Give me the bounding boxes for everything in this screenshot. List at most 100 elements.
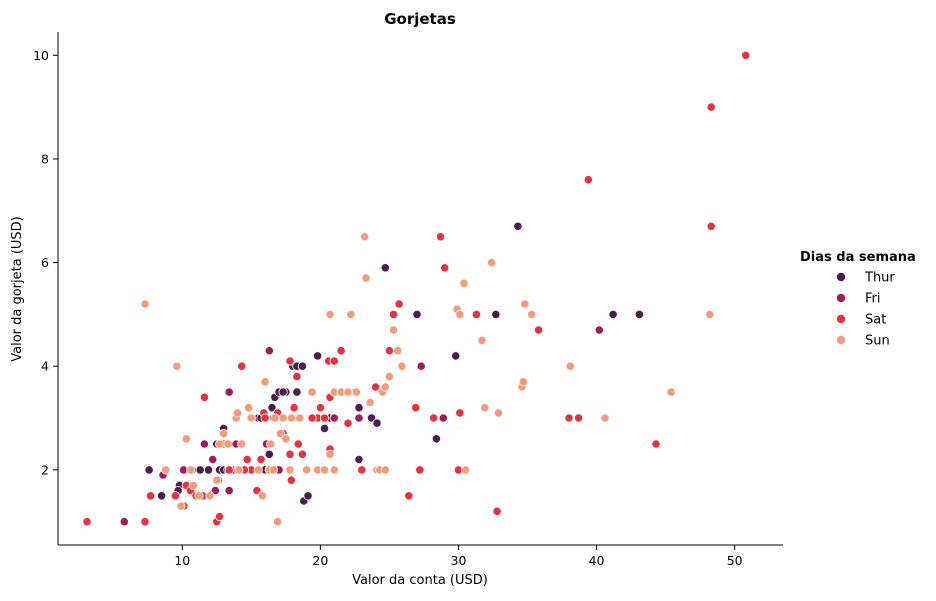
- data-point-thur: [303, 491, 313, 501]
- data-point-thur: [634, 309, 645, 319]
- data-point-sun: [266, 439, 276, 449]
- data-point-sat: [428, 413, 439, 423]
- data-point-sun: [307, 387, 317, 397]
- data-point-sun: [351, 387, 361, 397]
- data-point-sun: [188, 480, 198, 490]
- data-point-sat: [170, 491, 180, 501]
- data-point-thur: [431, 434, 441, 444]
- chart-title: Gorjetas: [384, 10, 456, 28]
- data-point-sat: [706, 102, 716, 112]
- data-point-sun: [186, 465, 196, 475]
- y-tick-label: 8: [41, 151, 49, 166]
- legend: Dias da semana Thur Fri Sat Sun: [800, 250, 916, 349]
- data-point-sat: [224, 465, 234, 475]
- data-point-sun: [359, 232, 370, 242]
- data-point-sun: [329, 465, 339, 475]
- data-point-sat: [388, 309, 399, 319]
- y-tick-label: 10: [33, 48, 49, 63]
- data-point-thur: [372, 418, 382, 428]
- data-point-sun: [520, 299, 530, 309]
- data-point-sun: [253, 465, 263, 475]
- data-point-sun: [257, 491, 267, 501]
- data-point-sun: [486, 257, 497, 268]
- x-tick-label: 30: [451, 553, 467, 568]
- legend-marker-sun: [836, 334, 847, 345]
- data-point-thur: [195, 465, 205, 475]
- legend-marker-sat: [836, 313, 847, 324]
- data-point-sun: [565, 361, 575, 371]
- data-point-sat: [471, 309, 481, 319]
- data-point-sun: [140, 299, 150, 309]
- data-point-sat: [82, 517, 92, 527]
- data-point-sun: [388, 325, 399, 335]
- y-axis-label: Valor da gorjeta (USD): [10, 216, 25, 362]
- x-ticks: 10 20 30 40 50: [174, 545, 743, 568]
- legend-marker-thur: [836, 271, 847, 282]
- data-point-thur: [297, 361, 307, 371]
- data-point-sun: [223, 439, 233, 449]
- data-point-sat: [583, 175, 593, 185]
- data-point-sun: [237, 439, 247, 449]
- data-point-thur: [319, 423, 330, 433]
- data-point-sun: [518, 377, 529, 387]
- points-layer: [82, 50, 751, 527]
- data-point-thur: [157, 491, 167, 501]
- data-point-sun: [246, 413, 256, 423]
- data-point-sat: [343, 418, 353, 428]
- data-point-sun: [384, 371, 394, 382]
- data-point-thur: [312, 351, 323, 361]
- data-point-fri: [119, 517, 129, 527]
- x-tick-label: 40: [589, 553, 605, 568]
- data-point-sun: [477, 335, 487, 345]
- data-point-sat: [564, 413, 574, 423]
- legend-marker-fri: [836, 292, 847, 303]
- data-point-sat: [292, 371, 302, 382]
- data-point-sun: [600, 413, 610, 423]
- data-point-thur: [264, 449, 274, 459]
- data-point-thur: [144, 465, 154, 475]
- data-point-sun: [325, 309, 335, 319]
- data-point-thur: [267, 403, 277, 413]
- legend-label-fri: Fri: [865, 292, 881, 307]
- data-point-sat: [285, 356, 295, 366]
- x-tick-label: 20: [312, 553, 328, 568]
- data-point-sun: [275, 428, 285, 439]
- data-point-thur: [608, 309, 618, 319]
- data-point-sat: [256, 454, 266, 465]
- data-point-sat: [260, 413, 270, 423]
- data-point-sat: [289, 403, 299, 413]
- y-tick-label: 2: [41, 462, 49, 477]
- data-point-sun: [319, 465, 330, 475]
- data-point-sat: [440, 263, 450, 273]
- data-point-thur: [354, 454, 364, 465]
- data-point-sat: [297, 449, 307, 459]
- data-point-thur: [354, 403, 364, 413]
- data-point-thur: [380, 263, 390, 273]
- data-point-sat: [285, 449, 295, 459]
- data-point-sun: [325, 449, 335, 459]
- data-point-sun: [194, 491, 204, 501]
- data-point-sun: [365, 397, 375, 408]
- data-point-sat: [336, 346, 346, 356]
- data-point-sun: [361, 273, 371, 283]
- data-point-fri: [416, 361, 426, 371]
- data-point-fri: [208, 454, 218, 465]
- data-point-sun: [705, 309, 715, 319]
- data-point-sun: [215, 439, 225, 449]
- data-point-sat: [329, 356, 339, 366]
- data-point-sun: [380, 382, 390, 392]
- data-point-sat: [315, 403, 325, 413]
- legend-label-thur: Thur: [864, 271, 895, 286]
- x-tick-label: 50: [727, 553, 743, 568]
- data-point-fri: [224, 387, 234, 397]
- data-point-sun: [393, 346, 403, 356]
- data-point-sun: [212, 475, 222, 485]
- data-point-sat: [140, 517, 150, 527]
- x-axis-label: Valor da conta (USD): [352, 573, 488, 588]
- data-point-sat: [706, 221, 716, 231]
- data-point-sun: [244, 403, 254, 413]
- data-point-sun: [493, 408, 504, 418]
- data-point-fri: [438, 413, 448, 423]
- data-point-sat: [384, 346, 394, 356]
